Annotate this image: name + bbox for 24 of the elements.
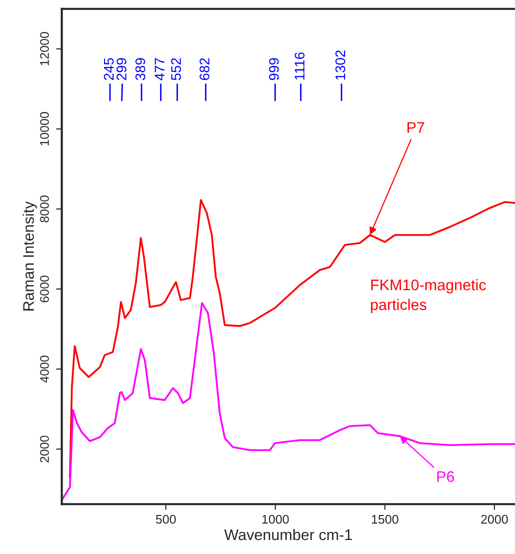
annotation: P7 <box>408 122 424 133</box>
y-tick-label: 6000 <box>40 276 49 302</box>
x-axis-title: Wavenumber cm-1 <box>224 528 352 540</box>
annotation: 999 <box>269 58 279 80</box>
annotation: FKM10-magnetic particles <box>370 279 486 314</box>
annotation: P6 <box>437 471 454 482</box>
y-tick-label: 2000 <box>40 436 49 462</box>
x-tick-label: 1000 <box>262 514 289 524</box>
y-tick-label: 4000 <box>40 356 49 383</box>
y-tick-label: 12000 <box>40 32 49 66</box>
annotation: 245 <box>104 58 114 80</box>
y-axis-title: Raman Intensity <box>22 201 37 310</box>
annotation: 389 <box>135 58 146 80</box>
x-tick-label: 2000 <box>481 514 508 524</box>
annotation: 477 <box>154 58 164 80</box>
x-tick-label: 500 <box>156 514 176 524</box>
annotation: 1116 <box>294 52 305 80</box>
annotation: 682 <box>200 58 210 80</box>
annotation: 1302 <box>335 50 346 80</box>
y-tick-label: 10000 <box>40 112 49 146</box>
annotation: 299 <box>116 58 126 80</box>
y-tick-label: 8000 <box>40 196 49 222</box>
x-tick-label: 1500 <box>372 514 398 524</box>
annotation: 552 <box>171 58 181 80</box>
